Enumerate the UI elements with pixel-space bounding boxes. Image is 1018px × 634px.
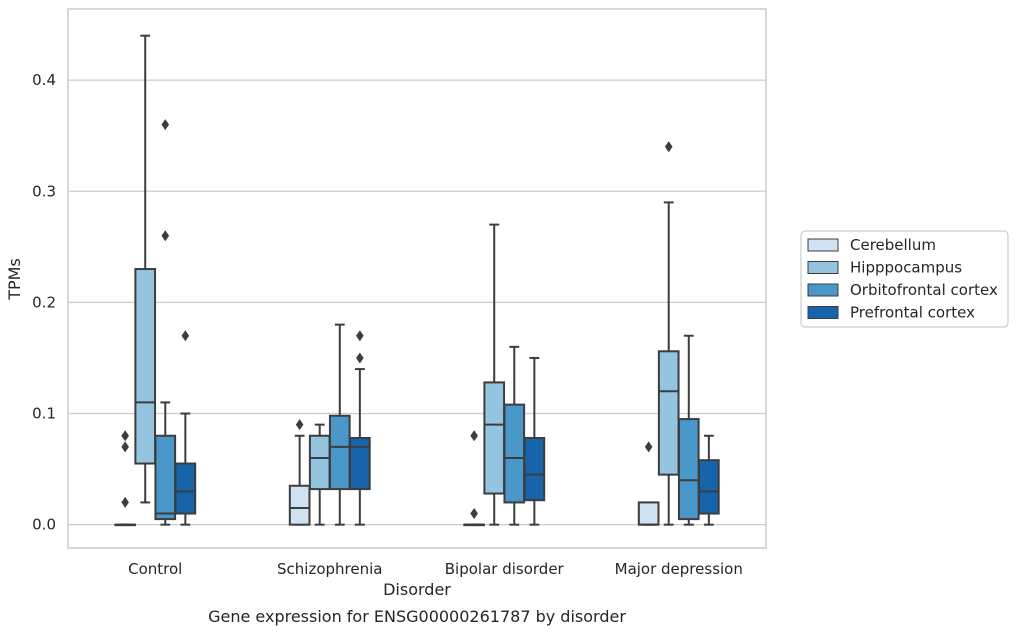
x-axis-label: Disorder — [383, 580, 451, 599]
box — [637, 501, 660, 526]
chart-caption: Gene expression for ENSG00000261787 by d… — [208, 607, 626, 626]
boxplot — [677, 334, 700, 526]
box — [134, 268, 157, 465]
plot-area — [68, 9, 766, 548]
outlier-point — [161, 119, 170, 131]
legend-swatch — [807, 238, 839, 252]
plot-frame — [67, 8, 767, 549]
x-tick-label: Major depression — [615, 560, 743, 578]
outlier-point — [356, 330, 364, 342]
boxplot — [523, 356, 546, 526]
box — [523, 436, 546, 502]
boxplot — [637, 441, 660, 526]
outlier-point — [161, 230, 170, 242]
box — [154, 434, 177, 521]
box — [657, 350, 680, 476]
box — [174, 462, 197, 515]
x-tick-label: Schizophrenia — [277, 560, 382, 578]
boxplot — [698, 434, 720, 526]
box — [483, 381, 506, 495]
box — [349, 436, 371, 491]
legend: Cerebellum Hipppocampus Orbitofrontal cort… — [800, 230, 1009, 328]
boxplot — [114, 430, 136, 527]
boxplot — [154, 119, 177, 526]
legend-swatch — [807, 261, 839, 274]
y-tick-labels: 0.0 0.1 0.2 0.3 0.4 — [32, 71, 56, 534]
legend-label: Cerebellum — [850, 236, 936, 254]
box — [698, 459, 720, 515]
box — [677, 418, 700, 521]
legend-swatch — [807, 283, 839, 297]
box — [503, 403, 526, 504]
boxplot — [657, 141, 680, 526]
legend-label: Prefrontal cortex — [850, 304, 975, 322]
y-tick-label: 0.1 — [32, 405, 56, 423]
box — [288, 484, 311, 526]
y-axis-label: TPMs — [5, 258, 24, 301]
boxplot — [463, 430, 485, 527]
box — [308, 434, 331, 491]
boxplot — [349, 330, 371, 526]
outlier-point — [121, 496, 129, 508]
boxplot — [174, 330, 197, 526]
legend-label: Hipppocampus — [850, 259, 962, 277]
outlier-point — [181, 330, 190, 342]
boxplot — [503, 345, 526, 526]
boxplots — [114, 34, 720, 527]
legend-frame — [800, 230, 1009, 328]
y-tick-label: 0.4 — [32, 71, 56, 89]
legend-label: Orbitofrontal cortex — [850, 281, 998, 299]
y-tick-label: 0.3 — [32, 182, 56, 200]
boxplot — [134, 34, 157, 504]
outlier-point — [121, 441, 129, 453]
boxplot — [288, 419, 311, 526]
box — [328, 414, 351, 491]
y-tick-label: 0.0 — [32, 516, 56, 534]
y-tick-label: 0.2 — [32, 293, 56, 311]
outlier-point — [470, 430, 478, 442]
legend-swatch — [807, 306, 839, 319]
outlier-point — [356, 352, 364, 364]
x-tick-labels: Control Schizophrenia Bipolar disorder Majo… — [128, 560, 743, 578]
outlier-point — [664, 141, 673, 153]
outlier-point — [644, 441, 653, 453]
outlier-point — [121, 430, 129, 442]
x-tick-label: Control — [128, 560, 182, 578]
outlier-point — [295, 419, 304, 431]
outlier-point — [470, 508, 478, 520]
x-tick-label: Bipolar disorder — [445, 560, 565, 578]
